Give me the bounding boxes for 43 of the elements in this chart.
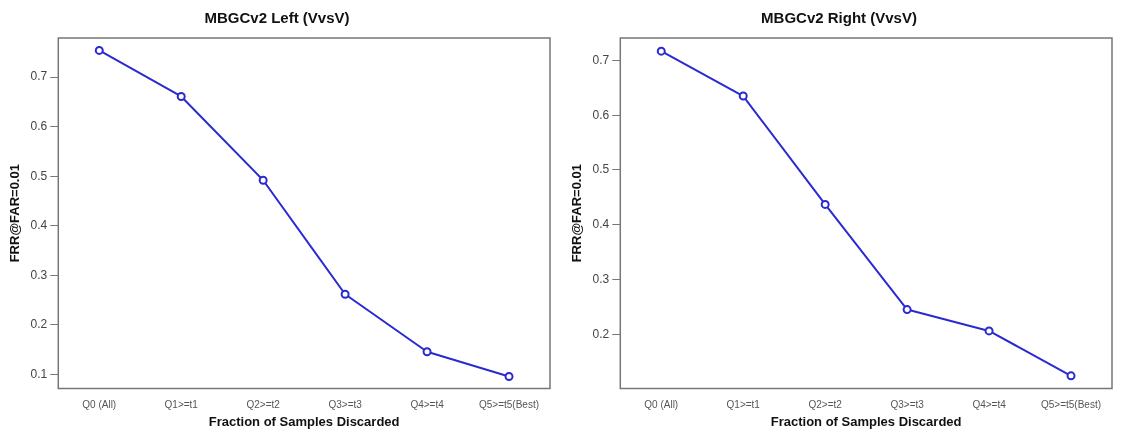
y-tick-label: 0.7: [30, 69, 48, 84]
y-axis-title: FRR@FAR=0.01: [7, 164, 23, 263]
point: [656, 46, 666, 56]
point: [94, 45, 104, 55]
y-tick-label: 0.2: [30, 317, 48, 332]
x-tick-label: Q1>=t1: [164, 399, 199, 411]
x-axis-title: Fraction of Samples Discarded: [770, 413, 962, 429]
point: [258, 175, 268, 185]
y-tick-label: 0.3: [30, 267, 48, 282]
x-tick-label: Q2>=t2: [246, 399, 281, 411]
y-tick-label: 0.4: [30, 218, 48, 233]
y-tick-label: 0.5: [592, 162, 610, 177]
point: [738, 91, 748, 101]
x-tick-label: Q0 (All): [644, 399, 679, 411]
x-tick-label: Q0 (All): [82, 399, 117, 411]
point: [984, 326, 994, 336]
x-tick-label: Q4>=t4: [410, 399, 445, 411]
x-tick-label: Q5>=t5(Best): [479, 399, 540, 411]
x-tick-label: Q4>=t4: [972, 399, 1007, 411]
y-tick-label: 0.5: [30, 168, 48, 183]
point: [1066, 371, 1076, 381]
x-tick-label: Q3>=t3: [328, 399, 363, 411]
chart-title: MBGCv2 Left (VvsV): [204, 9, 350, 27]
point: [176, 91, 186, 101]
point: [820, 199, 830, 209]
x-axis-title: Fraction of Samples Discarded: [208, 413, 400, 429]
y-tick-label: 0.3: [592, 271, 610, 286]
point: [902, 305, 912, 315]
x-tick-label: Q3>=t3: [890, 399, 925, 411]
y-axis-title: FRR@FAR=0.01: [569, 164, 585, 263]
y-tick-label: 0.7: [592, 52, 610, 67]
x-tick-label: Q2>=t2: [808, 399, 843, 411]
point: [504, 372, 514, 382]
y-tick-label: 0.6: [30, 119, 48, 134]
y-tick-label: 0.6: [592, 107, 610, 122]
y-tick-label: 0.4: [592, 217, 610, 232]
y-tick-label: 0.2: [592, 326, 610, 341]
chart-title: MBGCv2 Right (VvsV): [761, 9, 917, 27]
x-tick-label: Q1>=t1: [726, 399, 761, 411]
point: [340, 289, 350, 299]
x-tick-label: Q5>=t5(Best): [1041, 399, 1102, 411]
y-tick-label: 0.1: [30, 366, 48, 381]
point: [422, 347, 432, 357]
